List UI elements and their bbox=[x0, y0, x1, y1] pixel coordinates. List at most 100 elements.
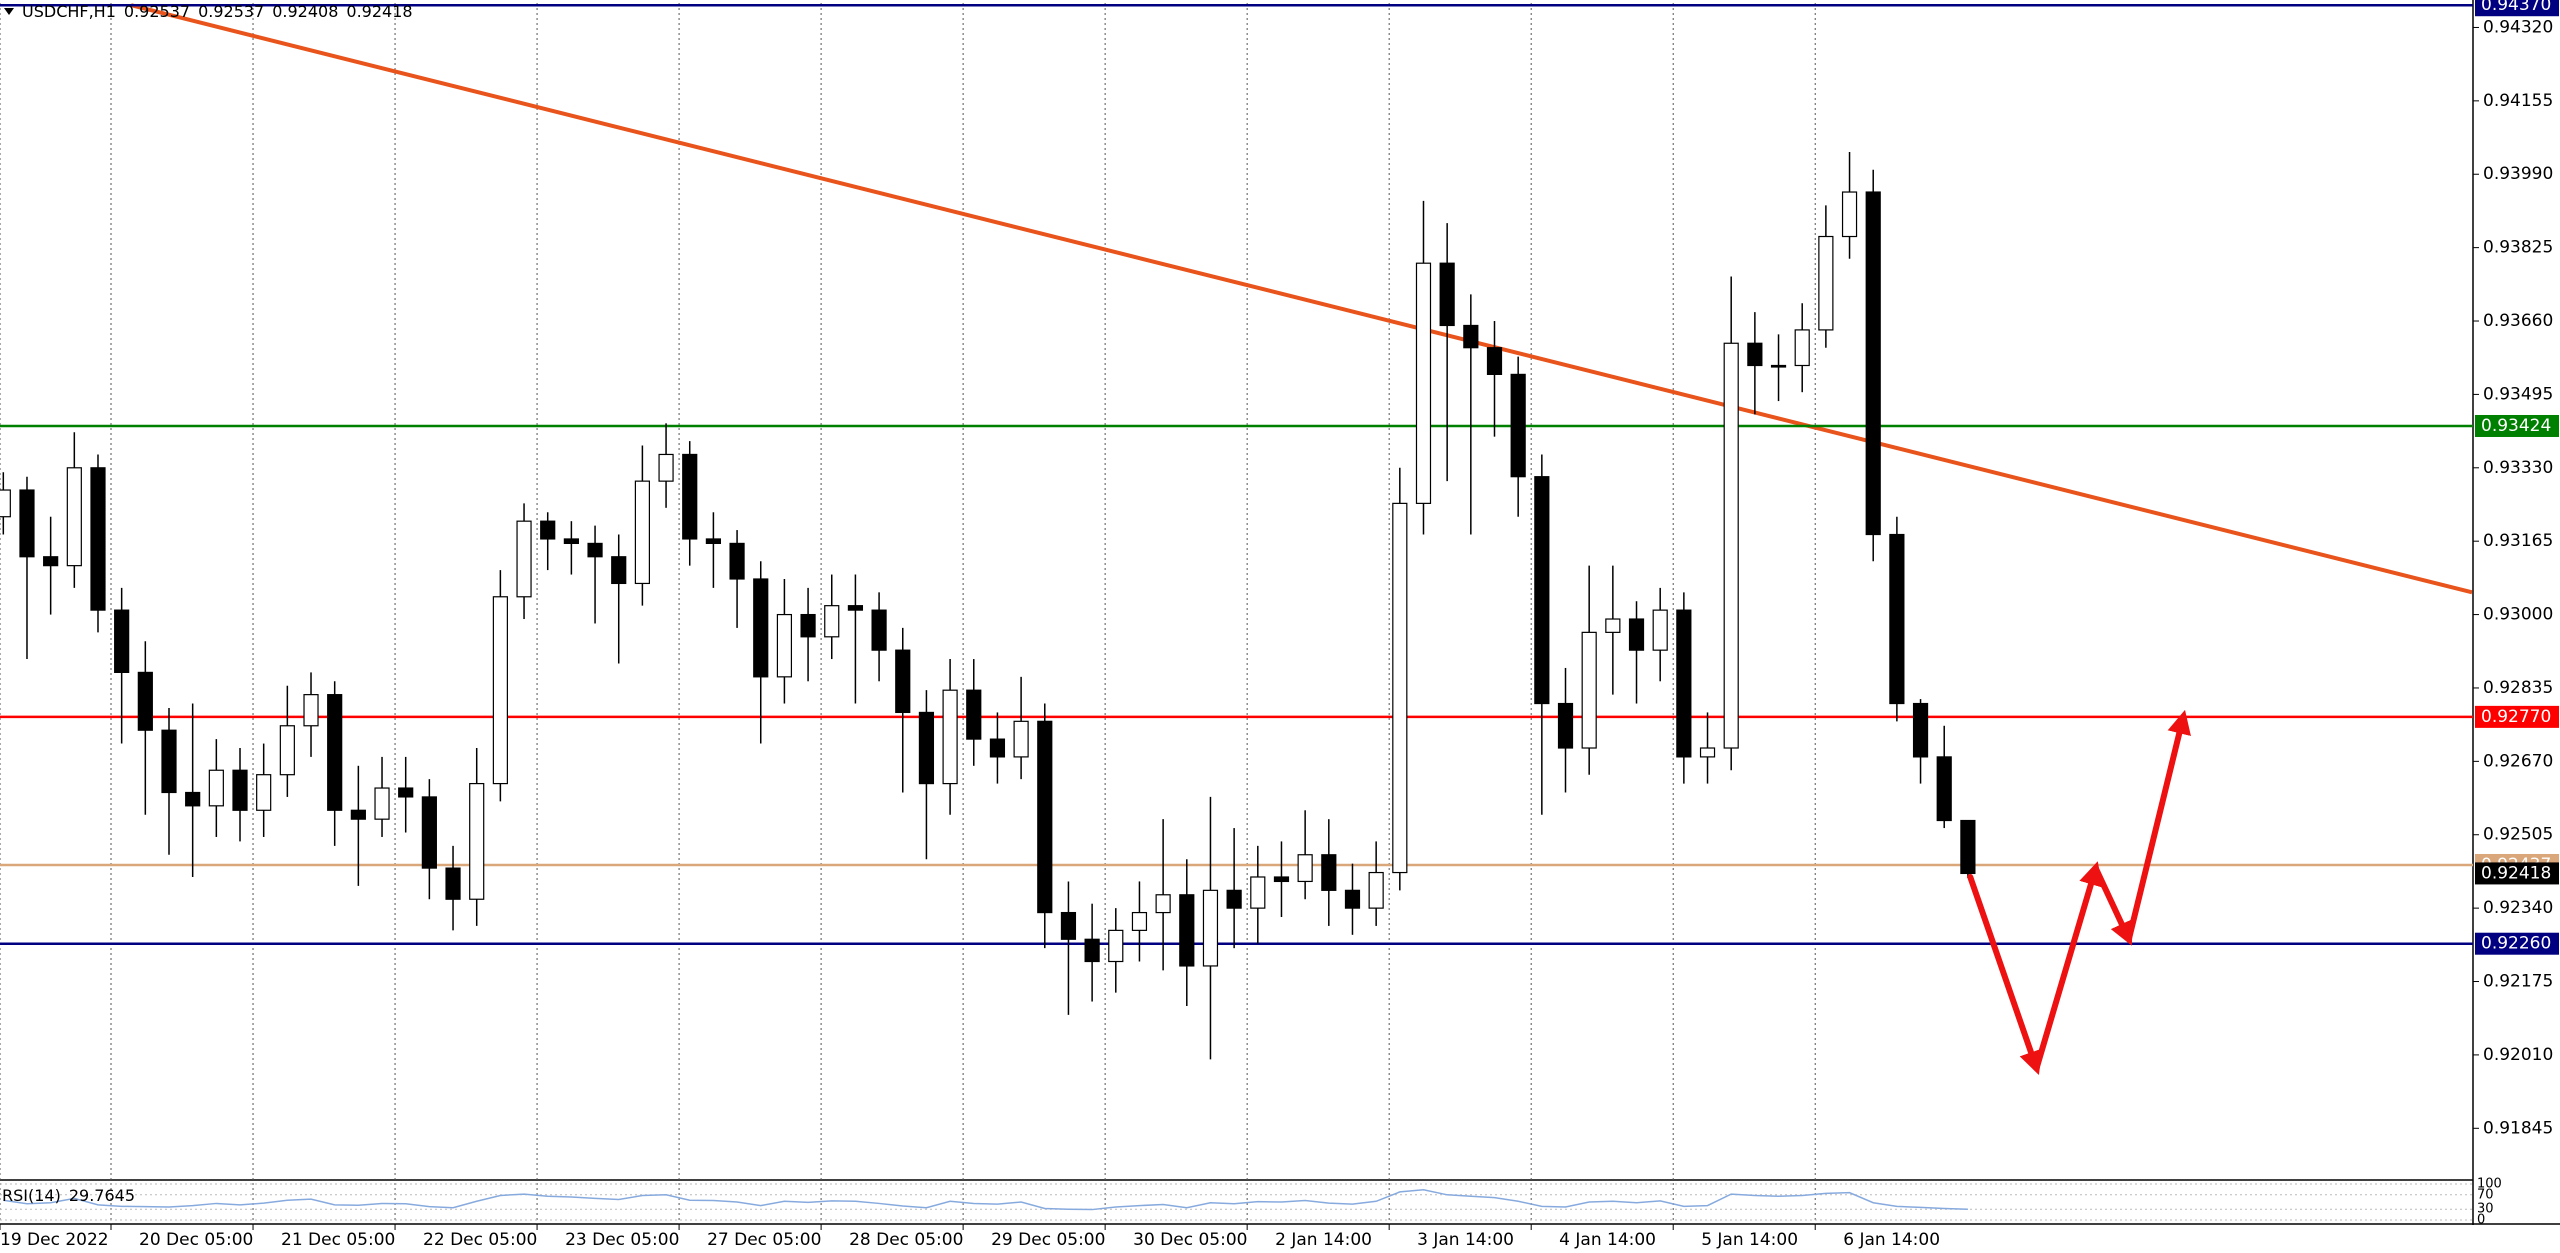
y-tick-label: 0.93330 bbox=[2483, 458, 2553, 478]
candle-body bbox=[114, 609, 130, 673]
candle-body bbox=[1202, 889, 1219, 967]
candle-body bbox=[966, 689, 982, 740]
candle-body bbox=[587, 542, 603, 558]
candle-body bbox=[445, 867, 461, 900]
candle-body bbox=[1415, 262, 1432, 504]
candle-body bbox=[1179, 894, 1195, 967]
candle-body bbox=[1936, 756, 1952, 822]
candle-body bbox=[1463, 324, 1479, 349]
x-tick-label: 3 Jan 14:00 bbox=[1417, 1230, 1514, 1250]
forecast-arrow bbox=[2092, 865, 2133, 946]
candle-body bbox=[1770, 364, 1787, 368]
x-tick-label: 5 Jan 14:00 bbox=[1701, 1230, 1798, 1250]
candle-body bbox=[1344, 889, 1361, 909]
x-tick-label: 28 Dec 05:00 bbox=[849, 1230, 963, 1250]
candle-body bbox=[1534, 476, 1550, 705]
candle-body bbox=[682, 453, 698, 540]
candle-body bbox=[895, 649, 911, 714]
candle-body bbox=[374, 787, 390, 820]
candle-body bbox=[611, 556, 627, 585]
candle-body bbox=[1960, 819, 1976, 875]
candle-body bbox=[516, 520, 532, 598]
candle-body bbox=[1037, 720, 1053, 914]
candle-body bbox=[1060, 911, 1077, 940]
y-tick-label: 0.93990 bbox=[2483, 164, 2553, 184]
candle-body bbox=[1841, 191, 1858, 238]
candle-body bbox=[492, 596, 508, 785]
candle-body bbox=[847, 605, 864, 611]
candle-body bbox=[1226, 889, 1242, 909]
rsi-line bbox=[3, 1189, 1968, 1211]
candle-body bbox=[1794, 329, 1810, 367]
trendline bbox=[130, 3, 2473, 595]
x-tick-label: 22 Dec 05:00 bbox=[423, 1230, 537, 1250]
x-tick-label: 27 Dec 05:00 bbox=[707, 1230, 821, 1250]
candle-body bbox=[1676, 609, 1692, 758]
candle-body bbox=[1392, 502, 1408, 874]
y-tick-label: 0.92505 bbox=[2483, 825, 2553, 845]
candle-body bbox=[1131, 911, 1148, 931]
candle-body bbox=[753, 578, 769, 678]
y-tick-label: 0.92340 bbox=[2483, 898, 2553, 918]
candle-body bbox=[824, 605, 840, 638]
level-label: 0.94370 bbox=[2481, 0, 2551, 15]
menu-triangle[interactable] bbox=[4, 8, 14, 15]
level-label-box bbox=[2475, 932, 2559, 955]
x-tick-label: 19 Dec 2022 bbox=[0, 1230, 109, 1250]
candle-body bbox=[1605, 618, 1621, 633]
candle-body bbox=[1699, 747, 1716, 758]
symbol-header: USDCHF,H1 0.92537 0.92537 0.92408 0.92418 bbox=[22, 2, 413, 21]
candle-body bbox=[1581, 631, 1597, 749]
level-label: 0.93424 bbox=[2481, 416, 2551, 436]
candle-body bbox=[469, 782, 485, 900]
symbol: USDCHF,H1 bbox=[22, 2, 116, 21]
candle-body bbox=[66, 467, 82, 567]
candle-body bbox=[729, 542, 745, 580]
rsi-tick-label: 70 bbox=[2477, 1187, 2494, 1202]
candle-body bbox=[1486, 347, 1503, 375]
candle-body bbox=[1084, 938, 1100, 963]
x-tick-label: 29 Dec 05:00 bbox=[991, 1230, 1105, 1250]
candle-body bbox=[137, 671, 153, 731]
candle-body bbox=[634, 480, 650, 585]
candle-body bbox=[1889, 533, 1905, 705]
candle-body bbox=[1557, 702, 1574, 749]
candle-body bbox=[19, 489, 35, 558]
y-tick-label: 0.93000 bbox=[2483, 605, 2553, 625]
y-tick-label: 0.91845 bbox=[2483, 1118, 2553, 1138]
ohlc-value: 0.92537 bbox=[124, 2, 190, 21]
rsi-tick-label: 30 bbox=[2477, 1202, 2494, 1217]
candle-body bbox=[1912, 702, 1929, 758]
level-label: 0.92260 bbox=[2481, 934, 2551, 954]
candle-body bbox=[1628, 618, 1645, 651]
candle-body bbox=[350, 809, 366, 820]
candle-body bbox=[563, 538, 579, 545]
candle-body bbox=[1108, 929, 1124, 963]
candle-body bbox=[90, 467, 106, 611]
y-tick-label: 0.92670 bbox=[2483, 751, 2553, 771]
level-label: 0.92770 bbox=[2481, 707, 2551, 727]
candle-body bbox=[871, 609, 887, 651]
current-price-label: 0.92418 bbox=[2481, 863, 2551, 883]
candle-body bbox=[1368, 871, 1384, 909]
y-tick-label: 0.94320 bbox=[2483, 17, 2553, 37]
candle-body bbox=[918, 711, 935, 785]
candle-body bbox=[776, 613, 793, 678]
rsi-tick-label: 0 bbox=[2477, 1213, 2485, 1228]
candle-body bbox=[43, 556, 59, 567]
y-tick-label: 0.93165 bbox=[2483, 531, 2553, 551]
x-tick-label: 30 Dec 05:00 bbox=[1133, 1230, 1247, 1250]
forecast-arrow bbox=[2033, 861, 2103, 1072]
x-tick-label: 2 Jan 14:00 bbox=[1275, 1230, 1372, 1250]
ohlc-value: 0.92537 bbox=[198, 2, 264, 21]
candle-body bbox=[1865, 191, 1881, 536]
candle-body bbox=[421, 796, 437, 869]
price-label-box bbox=[2475, 862, 2559, 885]
candle-body bbox=[161, 729, 177, 794]
candle-body bbox=[1155, 894, 1171, 914]
forecast-arrow bbox=[2125, 709, 2191, 943]
candle-body bbox=[658, 453, 674, 482]
y-tick-label: 0.93660 bbox=[2483, 311, 2553, 331]
candle-body bbox=[398, 787, 414, 798]
